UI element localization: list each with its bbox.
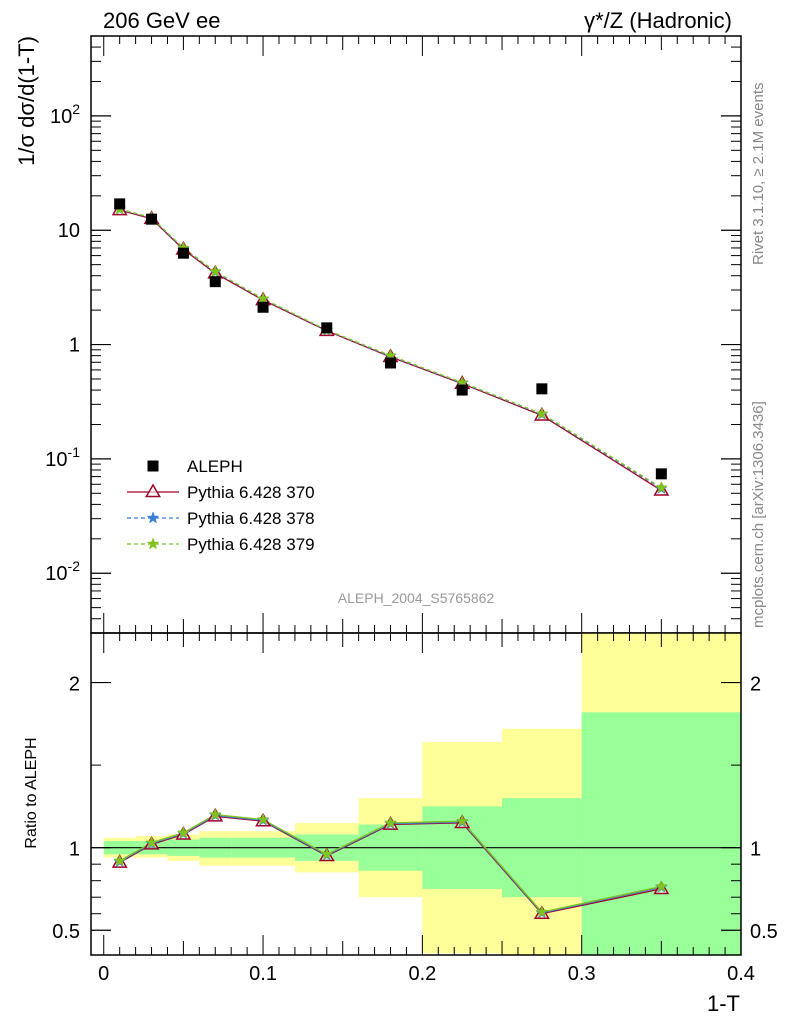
ratio-plot-area: [91, 633, 741, 955]
main-series-2-point: [208, 264, 222, 277]
ratio-series-line-2: [119, 813, 662, 913]
data-point: [655, 468, 667, 480]
legend-label: Pythia 6.428 379: [187, 535, 315, 554]
ratio-y-tick-label: 2: [69, 674, 80, 696]
ratio-series-2-point: [320, 847, 334, 860]
legend: ALEPH Pythia 6.428 370 Pythia 6.428 378 Pyt…: [127, 457, 315, 554]
ratio-frame: [90, 632, 742, 956]
x-axis-label: 1-T: [707, 991, 740, 1016]
watermark-label: ALEPH_2004_S5765862: [338, 590, 495, 606]
rivet-label: Rivet 3.1.10, ≥ 2.1M events: [750, 83, 767, 266]
ratio-axes: 0.5 0.5 1 1 2 2 0 0.1 0.2 0.3 0.4: [52, 633, 778, 985]
legend-marker: [147, 460, 159, 472]
legend-label: ALEPH: [187, 457, 243, 476]
data-point: [456, 384, 468, 396]
main-series-2-point: [535, 407, 549, 420]
x-tick-label: 0.1: [249, 963, 277, 985]
ratio-series-2-point: [145, 835, 158, 849]
header-right: γ*/Z (Hadronic): [584, 8, 732, 33]
ratio-series-2-point: [654, 879, 668, 892]
data-point: [114, 198, 126, 210]
ratio-y-tick-label-right: 2: [750, 674, 761, 696]
legend-marker: [146, 537, 160, 550]
data-point: [146, 213, 158, 225]
main-series-line-0: [119, 209, 662, 491]
header-left: 206 GeV ee: [103, 8, 220, 33]
y-tick-label: 10-1: [45, 444, 80, 471]
y-tick-label: 10: [58, 220, 80, 242]
x-tick-label: 0.2: [408, 963, 436, 985]
ratio-series-2-point: [256, 812, 270, 825]
main-plot-area: [111, 198, 670, 496]
legend-marker: [146, 511, 160, 524]
ratio-y-axis-label: Ratio to ALEPH: [23, 737, 40, 848]
source-label: mcplots.cern.ch [arXiv:1306.3436]: [750, 401, 767, 628]
ratio-series-2-point: [384, 816, 397, 829]
ratio-series-2-point: [208, 807, 222, 821]
main-series-2-point: [256, 291, 270, 305]
x-tick-label: 0.4: [727, 963, 755, 985]
legend-marker: [145, 483, 161, 498]
y-tick-label: 102: [50, 101, 80, 128]
ratio-y-tick-label: 1: [69, 839, 80, 861]
green-band: [581, 712, 741, 955]
data-point: [257, 301, 269, 313]
data-point: [177, 247, 189, 259]
ratio-series-2-point: [177, 826, 190, 839]
main-axes: 10-2 10-1 1 10 102: [45, 35, 742, 634]
main-series-line-2: [119, 208, 662, 489]
data-point: [321, 322, 333, 334]
legend-label: Pythia 6.428 378: [187, 509, 315, 528]
y-tick-label: 10-2: [45, 558, 80, 585]
ratio-series-2-point: [455, 814, 469, 827]
data-point: [385, 357, 397, 369]
ratio-y-tick-label: 0.5: [52, 921, 80, 943]
data-point: [536, 383, 548, 395]
ratio-y-tick-label-right: 0.5: [750, 921, 778, 943]
x-tick-label: 0: [98, 963, 109, 985]
main-y-axis-label: 1/σ dσ/d(1-T): [14, 36, 39, 166]
main-series-2-point: [654, 480, 668, 494]
y-tick-label: 1: [69, 335, 80, 357]
ratio-series-2-point: [113, 854, 127, 867]
ratio-series-2-point: [535, 905, 549, 918]
x-tick-label: 0.3: [568, 963, 596, 985]
data-point: [209, 276, 221, 288]
ratio-y-tick-label-right: 1: [750, 839, 761, 861]
legend-label: Pythia 6.428 370: [187, 483, 315, 502]
